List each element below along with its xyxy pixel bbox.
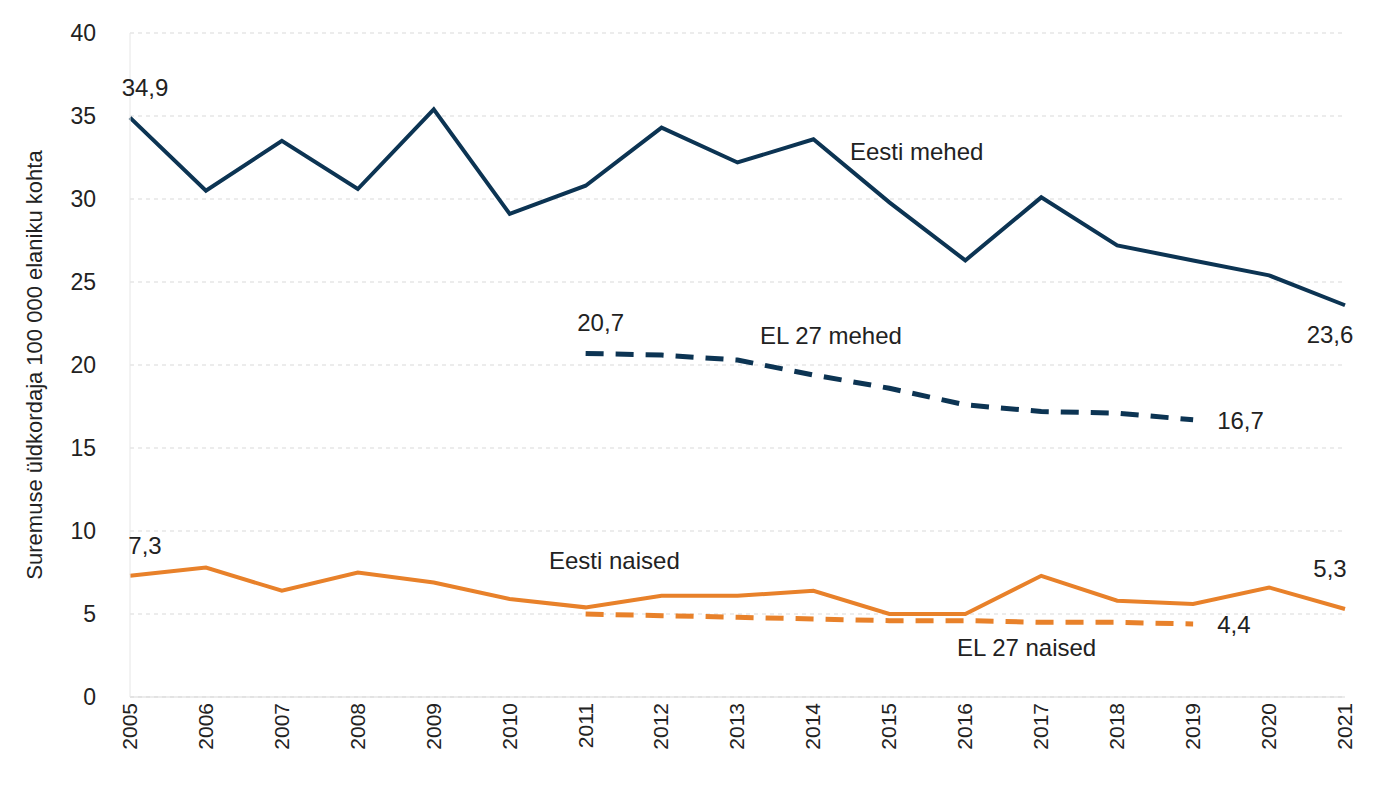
svg-text:30: 30 [70,186,96,212]
svg-text:34,9: 34,9 [122,74,169,101]
svg-text:2017: 2017 [1029,703,1052,750]
svg-text:2013: 2013 [725,703,748,750]
svg-text:5,3: 5,3 [1313,555,1346,582]
html-text:EL 27 mehed: EL 27 mehed [760,322,902,349]
svg-text:35: 35 [70,103,96,129]
svg-text:2016: 2016 [953,703,976,750]
svg-text:2020: 2020 [1257,703,1280,750]
svg-text:2007: 2007 [270,703,293,750]
svg-text:Suremuse üldkordaja 100 000 el: Suremuse üldkordaja 100 000 elaniku koht… [22,150,47,580]
svg-text:2011: 2011 [574,703,597,748]
svg-text:40: 40 [70,20,96,46]
svg-text:2019: 2019 [1181,703,1204,750]
svg-text:2006: 2006 [194,703,217,750]
svg-text:2009: 2009 [422,703,445,750]
html-text:EL 27 naised: EL 27 naised [957,634,1097,661]
svg-text:4,4: 4,4 [1217,611,1250,638]
svg-text:2010: 2010 [498,703,521,750]
svg-text:2005: 2005 [118,703,141,750]
svg-text:20,7: 20,7 [577,309,624,336]
svg-text:2012: 2012 [649,703,672,750]
svg-text:2008: 2008 [346,703,369,750]
svg-text:20: 20 [70,352,96,378]
svg-text:7,3: 7,3 [128,532,161,559]
svg-text:2015: 2015 [877,703,900,750]
html-text:Eesti naised: Eesti naised [549,547,680,574]
svg-text:5: 5 [83,601,96,627]
svg-text:2021: 2021 [1333,703,1356,750]
html-text:Eesti mehed: Eesti mehed [850,138,984,165]
svg-text:10: 10 [70,518,96,544]
svg-text:25: 25 [70,269,96,295]
svg-text:2018: 2018 [1105,703,1128,750]
svg-text:23,6: 23,6 [1307,321,1354,348]
svg-text:0: 0 [83,684,96,710]
svg-text:2014: 2014 [801,703,824,750]
svg-text:16,7: 16,7 [1217,407,1264,434]
svg-text:15: 15 [70,435,96,461]
